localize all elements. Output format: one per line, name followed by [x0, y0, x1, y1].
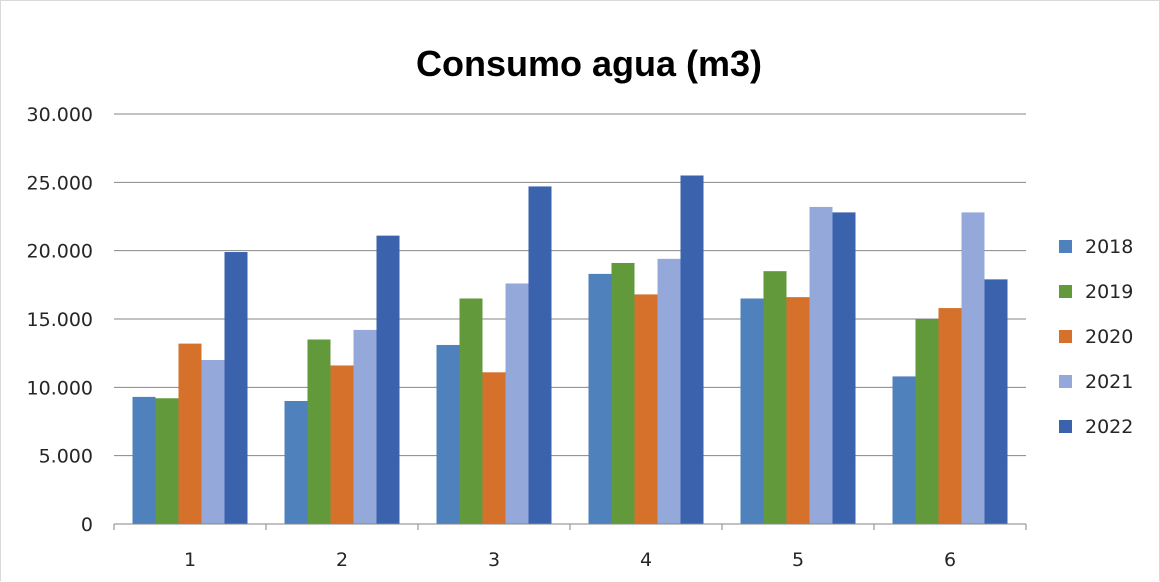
- bar-2022-3: [528, 186, 552, 524]
- y-tick-label: 5.000: [39, 446, 93, 468]
- bar-2020-2: [330, 365, 354, 524]
- bar-2019-3: [459, 298, 483, 524]
- legend-swatch-2018: [1059, 240, 1072, 253]
- y-axis-tick-labels: 0 5.000 10.000 15.000 20.000 25.000 30.000: [27, 104, 93, 536]
- chart-title: Consumo agua (m3): [416, 43, 762, 84]
- bar-2022-1: [224, 252, 248, 525]
- bar-2019-1: [155, 398, 179, 524]
- y-tick-label: 0: [81, 514, 93, 536]
- y-tick-label: 30.000: [27, 104, 93, 126]
- bar-2019-4: [611, 262, 635, 524]
- legend-label: 2022: [1085, 416, 1133, 438]
- bar-2018-5: [740, 298, 764, 524]
- legend-swatch-2019: [1059, 285, 1072, 298]
- bar-2021-6: [961, 212, 985, 524]
- x-tick-label: 4: [640, 549, 652, 571]
- legend-swatch-2020: [1059, 330, 1072, 343]
- y-tick-label: 15.000: [27, 309, 93, 331]
- bar-2022-2: [376, 235, 400, 524]
- bar-2018-3: [436, 344, 460, 524]
- bar-2019-5: [763, 271, 787, 524]
- legend-swatch-2022: [1059, 420, 1072, 433]
- bar-2021-5: [809, 206, 833, 524]
- bar-2019-2: [307, 339, 331, 524]
- y-tick-label: 20.000: [27, 241, 93, 263]
- legend: 2018 2019 2020 2021 2022: [1059, 236, 1133, 438]
- bar-2018-6: [892, 376, 916, 524]
- bar-2020-3: [482, 372, 506, 524]
- legend-label: 2018: [1085, 236, 1133, 258]
- legend-label: 2019: [1085, 281, 1133, 303]
- bar-2021-4: [657, 258, 681, 524]
- gridlines: [114, 113, 1026, 457]
- x-tick-label: 2: [336, 549, 348, 571]
- bar-2018-2: [284, 401, 308, 524]
- bar-2018-1: [132, 396, 156, 524]
- bar-2020-4: [634, 294, 658, 524]
- bar-2019-6: [915, 319, 939, 524]
- bar-2020-6: [938, 308, 962, 524]
- bar-2022-4: [680, 175, 704, 524]
- bar-2020-5: [786, 297, 810, 524]
- x-tick-label: 3: [488, 549, 500, 571]
- x-tick-label: 5: [792, 549, 804, 571]
- legend-label: 2020: [1085, 326, 1133, 348]
- bar-2021-1: [201, 360, 225, 524]
- y-tick-label: 10.000: [27, 377, 93, 399]
- bar-2021-2: [353, 329, 377, 524]
- legend-label: 2021: [1085, 371, 1133, 393]
- y-tick-label: 25.000: [27, 172, 93, 194]
- x-tick-label: 1: [184, 549, 196, 571]
- legend-swatch-2021: [1059, 375, 1072, 388]
- x-tick-label: 6: [944, 549, 956, 571]
- bar-2020-1: [178, 343, 202, 524]
- x-axis-tick-labels: 1 2 3 4 5 6: [184, 549, 956, 571]
- bar-2021-3: [505, 283, 529, 524]
- x-axis: [113, 523, 1027, 530]
- bar-2018-4: [588, 273, 612, 524]
- bar-2022-6: [984, 279, 1008, 524]
- bars: [132, 175, 1008, 525]
- bar-2022-5: [832, 212, 856, 524]
